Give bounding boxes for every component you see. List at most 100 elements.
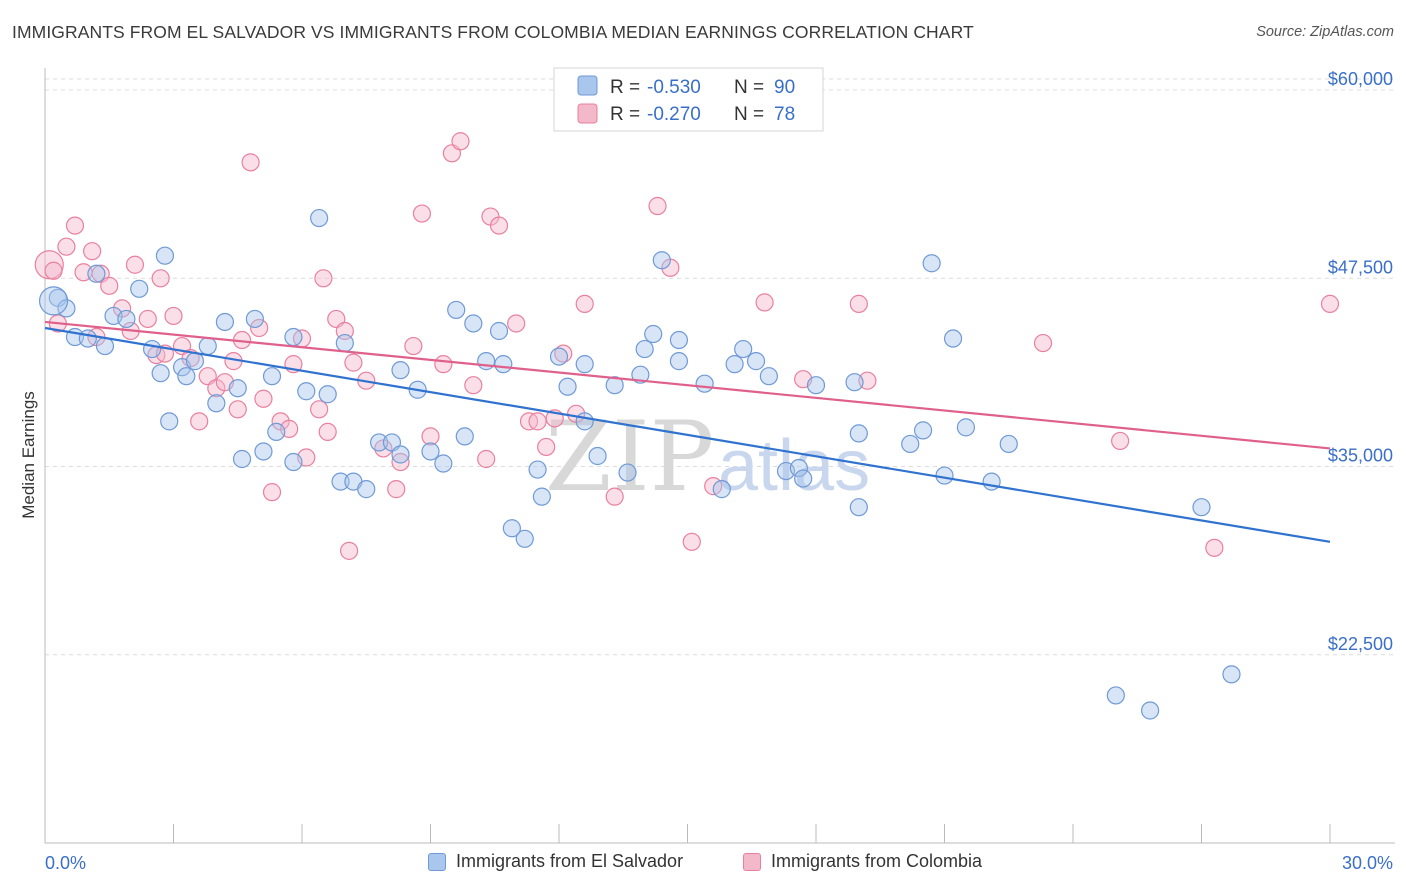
- data-point-el-salvador: [618, 463, 637, 482]
- trend-line-el-salvador: [44, 326, 1331, 543]
- data-point-el-salvador: [38, 286, 69, 316]
- data-point-el-salvador: [1192, 498, 1211, 517]
- legend-item-el-salvador[interactable]: Immigrants from El Salvador: [428, 851, 683, 872]
- data-point-el-salvador: [207, 394, 226, 413]
- data-point-el-salvador: [215, 312, 234, 332]
- data-point-colombia: [344, 353, 363, 372]
- legend-label-el-salvador: Immigrants from El Salvador: [456, 851, 684, 871]
- data-point-el-salvador: [806, 376, 826, 395]
- data-point-el-salvador: [644, 324, 663, 344]
- data-point-el-salvador: [421, 442, 440, 461]
- data-point-el-salvador: [455, 427, 474, 446]
- y-tick-label: $35,000: [1328, 446, 1393, 466]
- data-point-el-salvador: [652, 251, 671, 270]
- data-point-el-salvador: [669, 352, 689, 371]
- data-point-el-salvador: [794, 469, 813, 488]
- x-tick-labels: 0.0% 30.0%: [45, 853, 1393, 873]
- data-point-colombia: [318, 422, 337, 441]
- data-point-el-salvador: [588, 446, 607, 466]
- data-point-colombia: [340, 541, 359, 560]
- y-tick-label: $47,500: [1328, 257, 1393, 277]
- data-point-el-salvador: [297, 382, 316, 401]
- data-point-colombia: [434, 355, 453, 374]
- data-point-el-salvador: [712, 480, 731, 499]
- data-point-el-salvador: [489, 321, 509, 341]
- data-point-el-salvador: [177, 367, 196, 386]
- legend-swatch-el-salvador: [428, 852, 446, 871]
- data-point-colombia: [65, 216, 85, 235]
- data-point-el-salvador: [1222, 665, 1241, 684]
- data-point-el-salvador: [515, 529, 534, 548]
- data-point-colombia: [404, 336, 423, 356]
- data-point-el-salvador: [1140, 701, 1160, 720]
- data-point-el-salvador: [95, 336, 115, 356]
- data-point-el-salvador: [759, 367, 778, 386]
- correlation-legend: R = -0.530 N = 90 R = -0.270 N = 78: [553, 67, 824, 132]
- legend-n-label: N =: [734, 104, 764, 125]
- data-point-colombia: [1111, 431, 1130, 451]
- data-point-colombia: [44, 261, 63, 280]
- data-point-el-salvador: [391, 361, 410, 380]
- data-point-el-salvador: [310, 208, 329, 228]
- data-point-colombia: [451, 132, 470, 151]
- y-axis-label: Median Earnings: [19, 391, 38, 519]
- y-tick-label: $22,500: [1328, 634, 1393, 654]
- data-point-el-salvador: [464, 314, 483, 333]
- data-point-colombia: [605, 487, 624, 506]
- data-point-colombia: [464, 376, 483, 395]
- data-point-colombia: [241, 153, 260, 172]
- data-point-el-salvador: [245, 309, 264, 329]
- data-point-colombia: [421, 427, 440, 446]
- legend-n-label: N =: [734, 77, 764, 98]
- data-point-colombia: [57, 237, 76, 256]
- data-point-el-salvador: [130, 279, 149, 298]
- data-point-colombia: [125, 255, 145, 274]
- data-point-colombia: [254, 389, 273, 408]
- x-tick-label: 0.0%: [45, 853, 86, 873]
- y-tick-labels: $22,500 $35,000 $47,500 $60,000: [1328, 69, 1393, 654]
- data-point-colombia: [387, 480, 406, 499]
- legend-r-value: -0.530: [647, 77, 701, 98]
- axes: [44, 68, 1395, 844]
- data-point-el-salvador: [335, 333, 354, 353]
- data-point-el-salvador: [999, 434, 1018, 454]
- legend-swatch-el-salvador: [577, 75, 598, 96]
- data-point-el-salvador: [262, 367, 282, 386]
- data-point-el-salvador: [142, 339, 162, 359]
- bottom-legend: Immigrants from El Salvador Immigrants f…: [0, 851, 1406, 879]
- data-point-el-salvador: [549, 347, 569, 366]
- data-point-el-salvador: [267, 422, 286, 441]
- watermark-zip: ZIP: [545, 401, 714, 513]
- data-point-el-salvador: [935, 466, 954, 485]
- data-point-el-salvador: [447, 300, 466, 320]
- data-point-colombia: [412, 204, 432, 223]
- data-point-el-salvador: [232, 449, 252, 469]
- legend-n-value: 90: [774, 77, 795, 98]
- data-point-el-salvador: [357, 480, 376, 499]
- data-point-el-salvador: [669, 330, 689, 350]
- data-point-el-salvador: [370, 433, 389, 452]
- data-point-colombia: [489, 216, 509, 235]
- y-tick-label: $60,000: [1328, 69, 1393, 89]
- data-point-el-salvador: [1106, 686, 1125, 705]
- data-point-colombia: [314, 269, 333, 288]
- data-point-colombia: [250, 318, 269, 338]
- data-point-el-salvador: [631, 365, 650, 384]
- data-point-el-salvador: [284, 452, 303, 472]
- data-point-colombia: [310, 400, 329, 419]
- legend-label-colombia: Immigrants from Colombia: [771, 851, 983, 871]
- chart-source: Source: ZipAtlas.com: [1256, 24, 1394, 40]
- data-point-el-salvador: [943, 329, 963, 348]
- data-point-el-salvador: [956, 418, 976, 437]
- trend-lines: [44, 320, 1331, 543]
- data-point-el-salvador: [532, 487, 551, 506]
- data-point-colombia: [1320, 294, 1340, 313]
- data-point-colombia: [648, 196, 667, 216]
- data-point-el-salvador: [635, 339, 654, 359]
- data-point-el-salvador: [695, 374, 714, 393]
- legend-item-colombia[interactable]: Immigrants from Colombia: [743, 851, 982, 872]
- data-point-el-salvador: [901, 434, 920, 454]
- data-point-el-salvador: [502, 519, 521, 538]
- x-tick-label: 30.0%: [1342, 853, 1393, 873]
- data-point-colombia: [537, 437, 556, 457]
